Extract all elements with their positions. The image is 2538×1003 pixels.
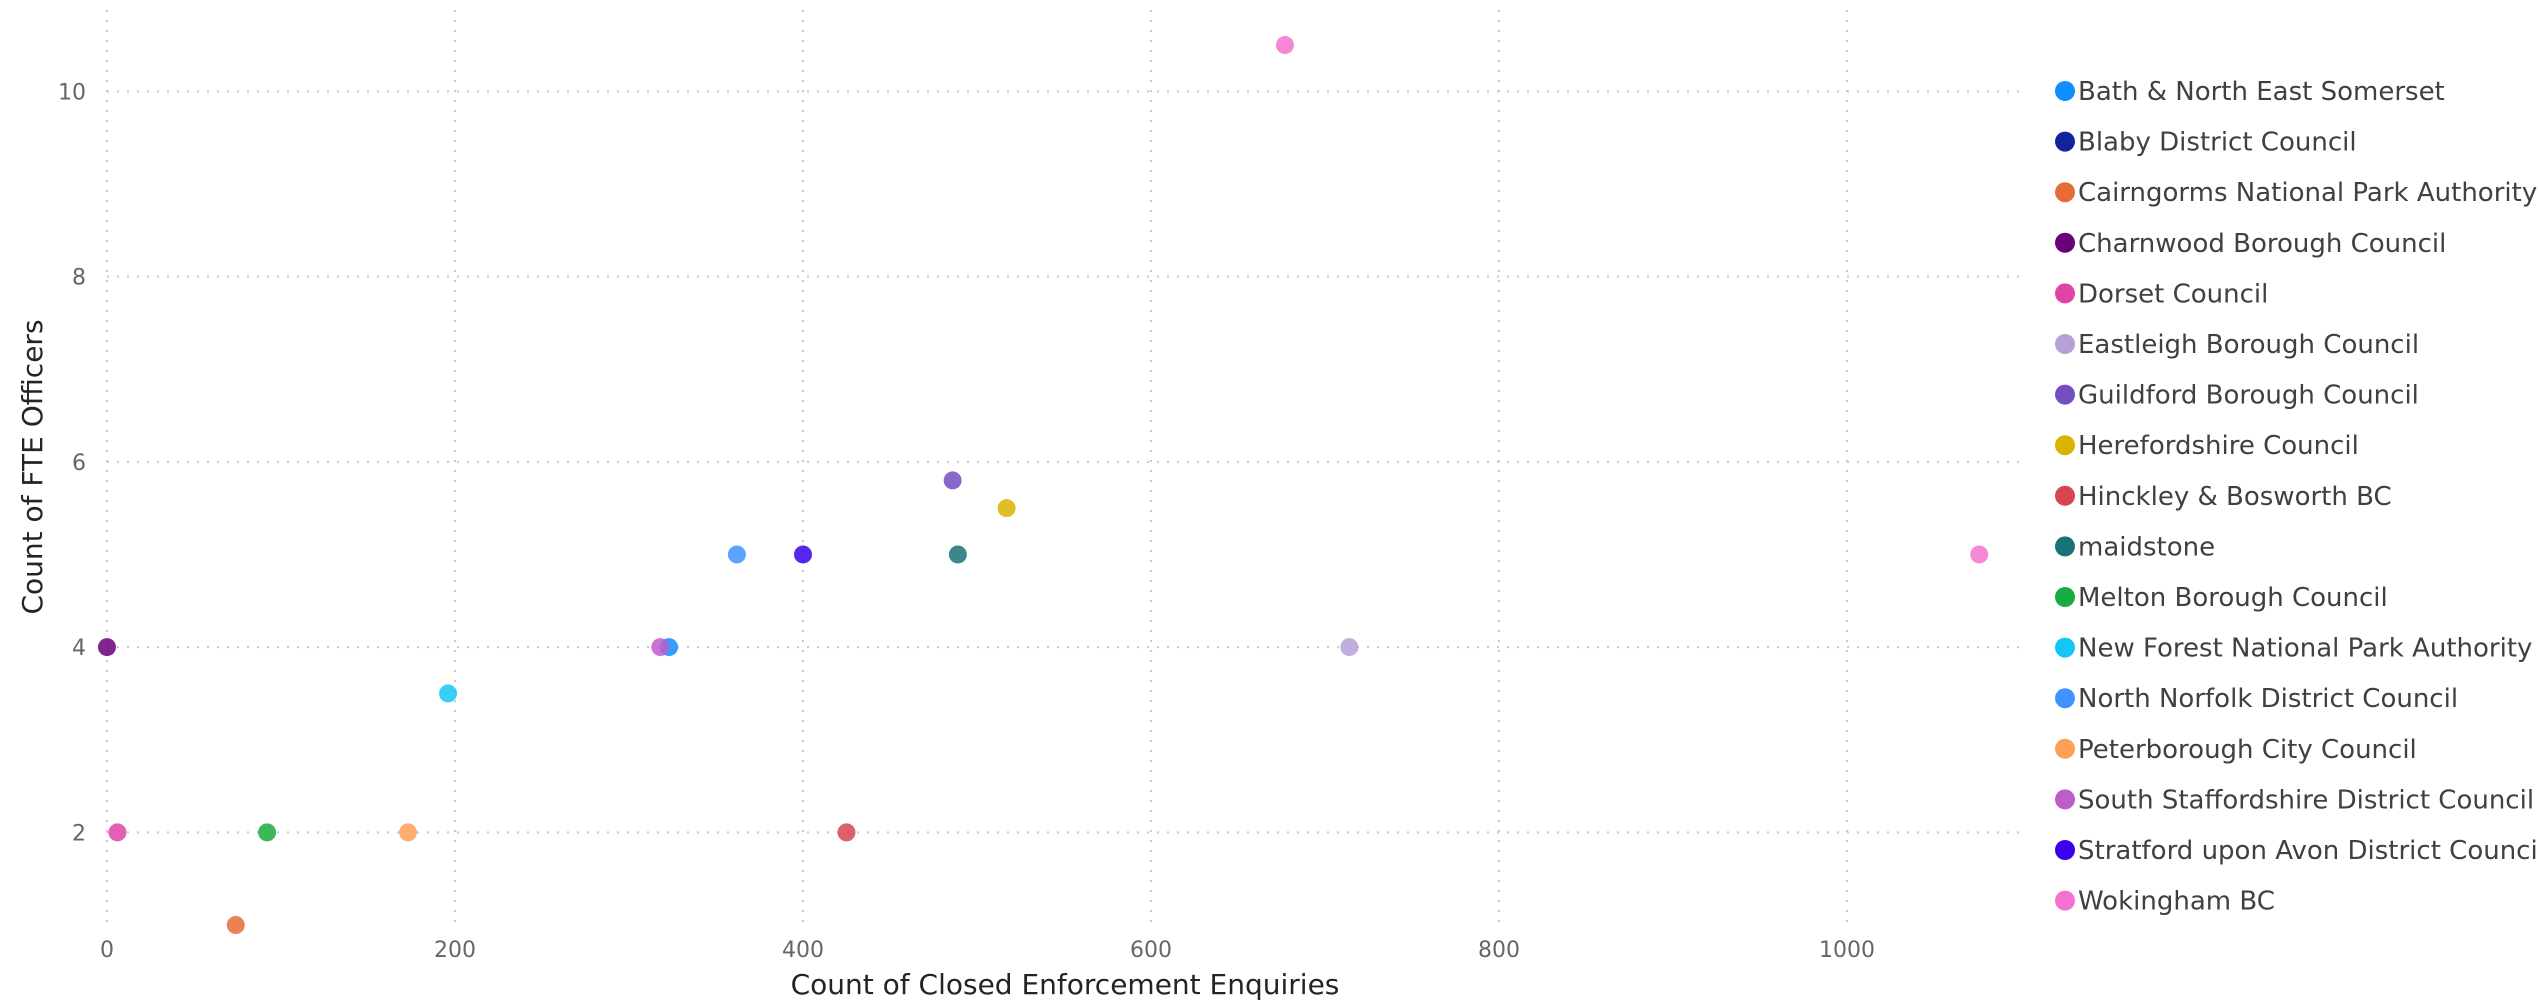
legend-marker [2055, 384, 2075, 405]
legend-item-label[interactable]: Bath & North East Somerset [2078, 77, 2445, 107]
y-axis-title: Count of FTE Officers [16, 319, 49, 614]
legend-item-label[interactable]: maidstone [2078, 532, 2215, 562]
legend-item-label[interactable]: Peterborough City Council [2078, 735, 2417, 765]
x-tick-label: 600 [1130, 938, 1172, 963]
data-point[interactable] [1970, 545, 1989, 564]
legend-marker [2055, 840, 2075, 860]
y-tick-label: 8 [72, 266, 86, 291]
legend-marker [2055, 334, 2075, 354]
data-point[interactable] [948, 545, 967, 564]
x-tick-label: 0 [100, 938, 114, 963]
x-axis-title: Count of Closed Enforcement Enquiries [791, 968, 1340, 1001]
x-tick-label: 800 [1478, 938, 1520, 963]
data-point[interactable] [943, 471, 962, 490]
data-point[interactable] [258, 823, 277, 842]
legend-item-label[interactable]: Stratford upon Avon District Council [2078, 836, 2538, 866]
data-point[interactable] [651, 638, 670, 657]
legend-item-label[interactable]: Melton Borough Council [2078, 583, 2388, 613]
y-tick-label: 10 [58, 80, 86, 105]
legend-marker [2055, 232, 2075, 253]
data-points [98, 36, 1989, 934]
legend-marker [2055, 890, 2075, 911]
legend-item-label[interactable]: South Staffordshire District Council [2078, 785, 2534, 815]
x-tick-label: 1000 [1819, 938, 1875, 963]
y-tick-label: 2 [72, 821, 86, 846]
legend-marker [2055, 435, 2075, 456]
legend-marker [2055, 131, 2075, 152]
legend-marker [2055, 637, 2075, 658]
legend-item-label[interactable]: Dorset Council [2078, 279, 2268, 309]
x-tick-label: 400 [782, 938, 824, 963]
legend-item-label[interactable]: North Norfolk District Council [2078, 684, 2458, 714]
y-tick-label: 4 [72, 636, 86, 661]
data-point[interactable] [837, 823, 856, 842]
legend-marker [2055, 789, 2075, 810]
legend-item-label[interactable]: Cairngorms National Park Authority [2078, 178, 2537, 208]
legend-marker [2055, 536, 2075, 557]
legend-item-label[interactable]: Hinckley & Bosworth BC [2078, 482, 2392, 512]
legend-item-label[interactable]: New Forest National Park Authority [2078, 634, 2532, 664]
grid-lines [106, 10, 2021, 925]
data-point[interactable] [399, 823, 418, 842]
y-tick-label: 6 [72, 451, 86, 476]
legend-marker [2055, 283, 2075, 304]
legend-item-label[interactable]: Charnwood Borough Council [2078, 229, 2446, 259]
legend-marker [2055, 738, 2075, 759]
legend-item-label[interactable]: Herefordshire Council [2078, 431, 2359, 461]
legend-item-label[interactable]: Guildford Borough Council [2078, 381, 2419, 411]
legend-marker [2055, 81, 2075, 101]
data-point[interactable] [727, 545, 746, 564]
legend-marker [2055, 485, 2075, 506]
legend-item-label[interactable]: Blaby District Council [2078, 128, 2357, 158]
legend-marker [2055, 182, 2075, 203]
data-point[interactable] [439, 684, 458, 703]
data-point[interactable] [1340, 638, 1359, 657]
data-point[interactable] [98, 638, 116, 657]
data-point[interactable] [997, 499, 1016, 518]
x-tick-label: 200 [434, 938, 476, 963]
data-point[interactable] [794, 545, 812, 564]
legend: Bath & North East Somerset Blaby District… [2055, 77, 2538, 917]
legend-marker [2055, 587, 2075, 607]
data-point[interactable] [226, 916, 245, 934]
data-point[interactable] [1275, 36, 1294, 55]
legend-item-label[interactable]: Eastleigh Borough Council [2078, 330, 2419, 360]
legend-item-label[interactable]: Wokingham BC [2078, 887, 2275, 917]
data-point[interactable] [108, 823, 127, 842]
legend-marker [2055, 688, 2075, 709]
axis-ticks: 0 200 400 600 800 1000 2 4 6 8 10 [58, 80, 1875, 963]
